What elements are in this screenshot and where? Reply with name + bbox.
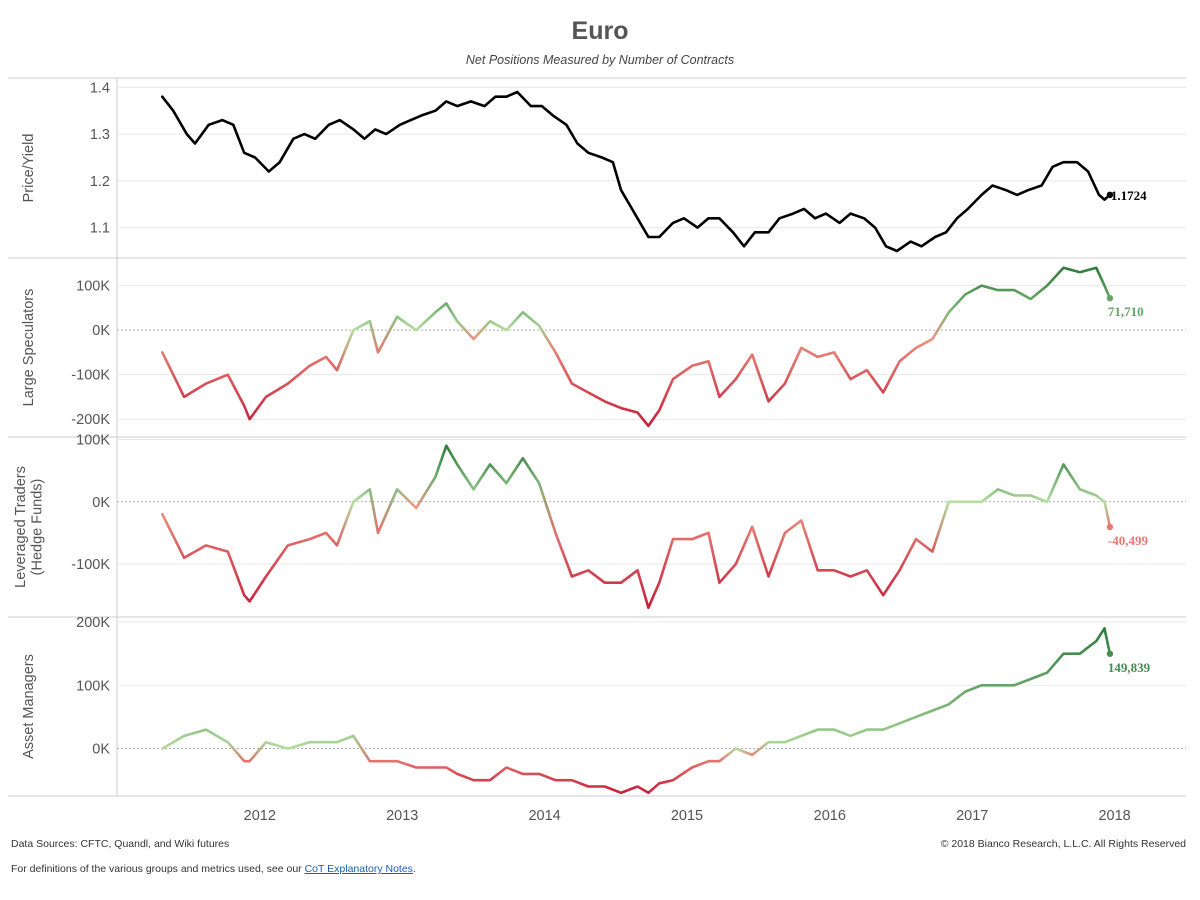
y-tick-label: 1.1 (90, 221, 110, 237)
chart-subtitle: Net Positions Measured by Number of Cont… (465, 53, 735, 67)
axis-title: Leveraged Traders(Hedge Funds) (13, 466, 46, 588)
end-value-label: -40,499 (1108, 533, 1149, 548)
end-point-marker (1106, 523, 1114, 531)
end-value-label: 71,710 (1108, 304, 1144, 319)
cot-explanatory-notes-link[interactable]: CoT Explanatory Notes (304, 863, 413, 875)
y-tick-label: 0K (92, 323, 110, 339)
y-tick-label: 100K (76, 678, 110, 694)
footer-definitions: For definitions of the various groups an… (11, 863, 416, 875)
x-tick-label: 2014 (528, 808, 560, 824)
y-tick-label: 100K (76, 432, 110, 448)
end-point-marker (1106, 650, 1114, 657)
series-line (161, 627, 1112, 795)
chart-title: Euro (571, 17, 629, 45)
panel-1: 1.1 1.2 1.3 1.4 Price/Yield 1.1724 (8, 80, 1186, 259)
axis-title-line-1: Leveraged Traders (13, 466, 29, 588)
panel-4: 0K 100K 200K Asset Managers 149,839 (8, 615, 1186, 797)
y-tick-label: -200K (71, 412, 110, 428)
footer-data-sources: Data Sources: CFTC, Quandl, and Wiki fut… (11, 838, 230, 850)
y-tick-label: 100K (76, 279, 110, 295)
definitions-text: For definitions of the various groups an… (11, 863, 305, 875)
x-tick-label: 2016 (814, 808, 846, 824)
axis-title: Large Speculators (21, 289, 37, 407)
series-line (161, 90, 1112, 253)
definitions-suffix: . (412, 863, 416, 875)
x-tick-label: 2012 (244, 808, 276, 824)
y-tick-label: 1.3 (90, 127, 110, 143)
x-tick-label: 2018 (1098, 808, 1130, 824)
footer-copyright: © 2018 Bianco Research, L.L.C. All Right… (940, 838, 1186, 850)
series-line (161, 266, 1112, 428)
end-point-marker (1106, 191, 1114, 199)
end-point-marker (1106, 295, 1114, 302)
axis-title-line-2: (Hedge Funds) (30, 479, 46, 576)
y-tick-label: 200K (76, 615, 110, 631)
panel-3: -100K 0K 100K Leveraged Traders(Hedge Funds… (8, 432, 1186, 618)
series-line (161, 444, 1112, 609)
x-tick-label: 2015 (671, 808, 703, 824)
panel-2: -200K -100K 0K 100K Large Speculators 71,710 (8, 266, 1186, 438)
y-tick-label: -100K (71, 557, 110, 573)
y-tick-label: 1.4 (90, 80, 110, 96)
y-tick-label: 0K (92, 495, 110, 511)
axis-title: Asset Managers (21, 654, 37, 759)
end-value-label: 149,839 (1108, 660, 1151, 675)
y-tick-label: -100K (71, 368, 110, 384)
y-tick-label: 1.2 (90, 174, 110, 190)
x-tick-label: 2017 (956, 808, 988, 824)
axis-title: Price/Yield (21, 134, 37, 203)
y-tick-label: 0K (92, 742, 110, 758)
x-tick-label: 2013 (386, 808, 418, 824)
end-value-label: 1.1724 (1111, 188, 1147, 203)
